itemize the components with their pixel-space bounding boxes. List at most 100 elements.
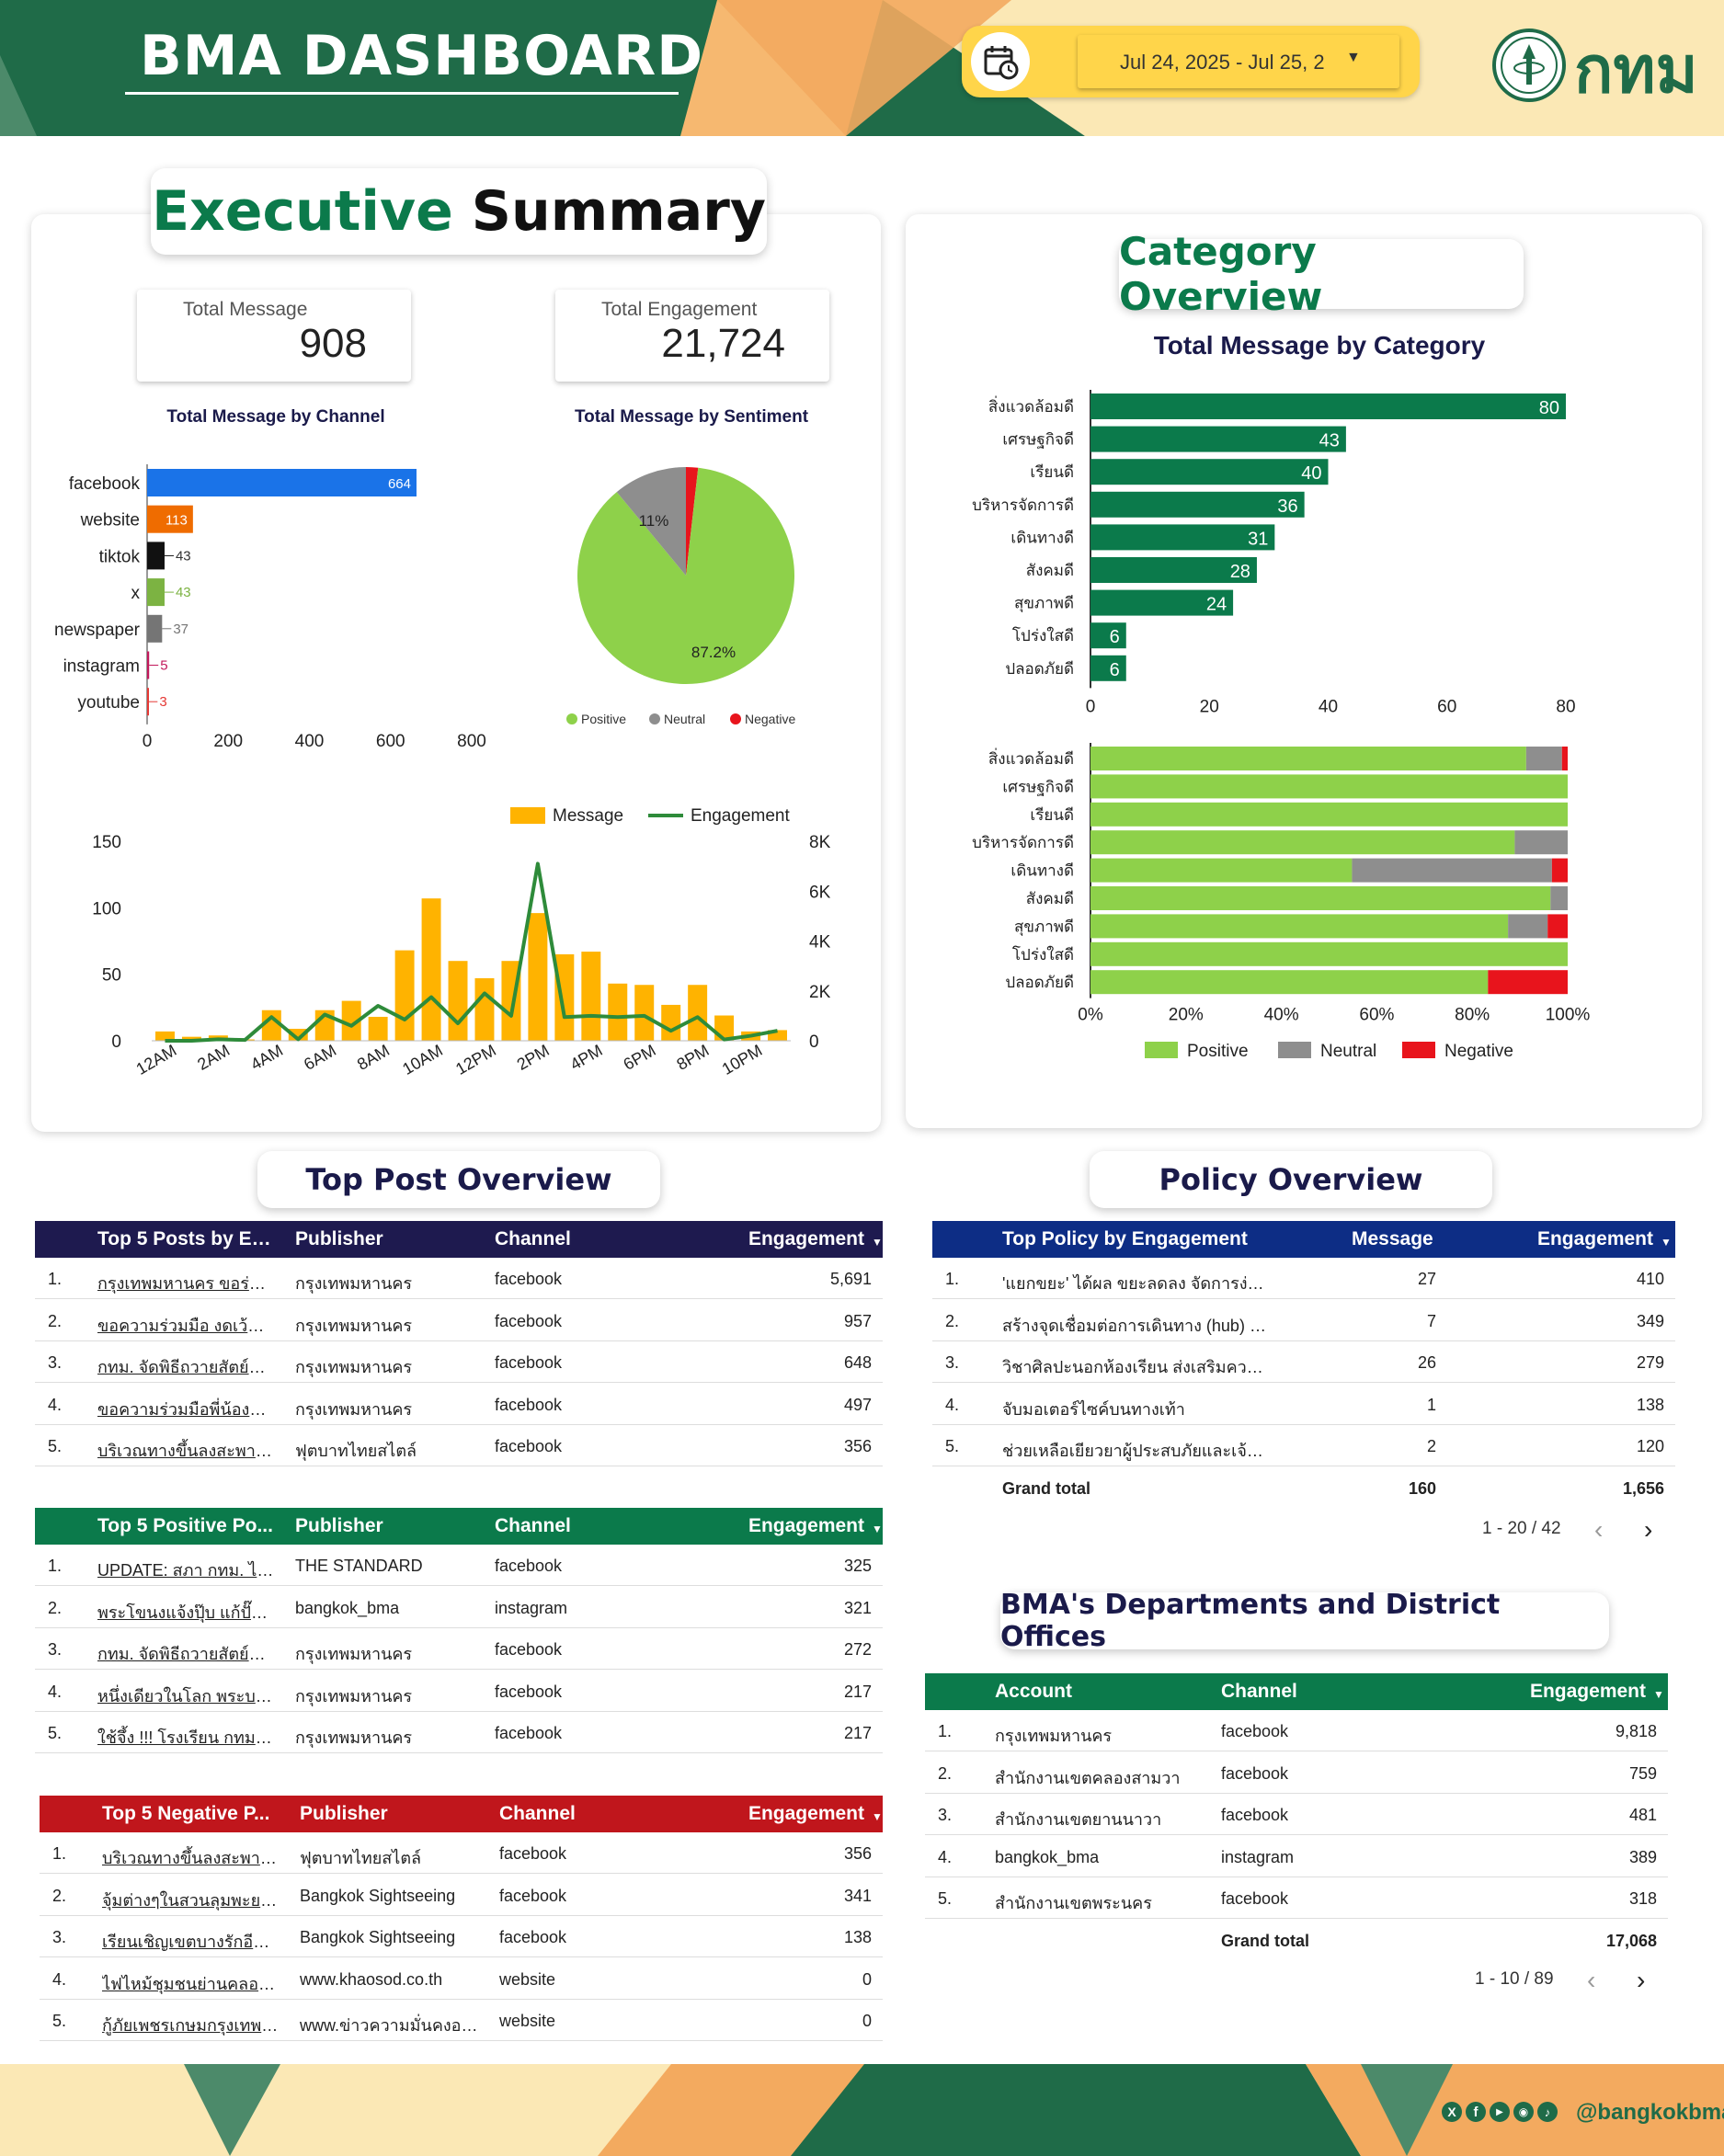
departments-pagination: 1 - 10 / 89 ‹ ›	[1475, 1966, 1679, 1997]
chevron-left-icon[interactable]: ‹	[1594, 1515, 1604, 1544]
date-range-dropdown[interactable]: Jul 24, 2025 - Jul 25, 2 ▼	[1078, 35, 1399, 88]
category-label: เรียนดี	[1030, 463, 1074, 481]
publisher-cell: กรุงเทพมหานคร	[295, 1274, 413, 1293]
chevron-right-icon[interactable]: ›	[1637, 1966, 1646, 1994]
tiktok-icon[interactable]: ♪	[1537, 2102, 1558, 2122]
x-tick-label: 10PM	[719, 1041, 766, 1078]
header-engagement[interactable]: Engagement ▼	[748, 1515, 883, 1536]
publisher-cell: กรุงเทพมหานคร	[295, 1728, 413, 1747]
top-policy-table: Top Policy by Engagement Message Engagemen…	[932, 1221, 1675, 1513]
header-engagement[interactable]: Engagement ▼	[1536, 1228, 1672, 1249]
legend-label: Neutral	[664, 712, 705, 726]
sort-desc-icon[interactable]: ▼	[1661, 1236, 1672, 1249]
facebook-icon[interactable]: f	[1466, 2102, 1486, 2122]
engagement-cell: 272	[843, 1640, 872, 1659]
legend-label-engagement: Engagement	[691, 806, 790, 826]
chevron-left-icon[interactable]: ‹	[1587, 1966, 1596, 1994]
account-cell: สำนักงานเขตคลองสามวา	[995, 1768, 1181, 1787]
caret-down-icon: ▼	[1346, 50, 1361, 65]
post-link[interactable]: ขอความร่วมมือ งดเว้นการ...	[97, 1316, 274, 1335]
post-link[interactable]: UPDATE: สภา กทม. ไฟเ...	[97, 1561, 274, 1580]
message-bar	[288, 1028, 308, 1041]
stacked-category-label: เรียนดี	[1030, 806, 1074, 824]
category-x-tick: 20	[1200, 697, 1219, 716]
header-channel[interactable]: Channel	[1221, 1681, 1297, 1702]
row-index: 5.	[938, 1889, 953, 1908]
stacked-x-tick: 40%	[1264, 1006, 1299, 1025]
post-link[interactable]: ใช้จึ้ง !!! โรงเรียน กทม. เป...	[97, 1728, 274, 1747]
stacked-category-label: โปร่งใสดี	[1012, 945, 1074, 964]
engagement-cell: 349	[1636, 1311, 1664, 1330]
post-link[interactable]: บริเวณทางขึ้นลงสะพานลอ...	[102, 1849, 279, 1867]
publisher-cell: www.khaosod.co.th	[300, 1969, 443, 1989]
category-value-label: 31	[1248, 529, 1268, 549]
header-policy[interactable]: Top Policy by Engagement	[1002, 1228, 1248, 1249]
header-channel[interactable]: Channel	[495, 1228, 571, 1249]
policy-cell: จับมอเตอร์ไซค์บนทางเท้า	[1002, 1399, 1185, 1419]
sort-desc-icon[interactable]: ▼	[1653, 1688, 1664, 1701]
channel-x-tick: 800	[457, 732, 486, 751]
table-row: 3. วิชาศิลปะนอกห้องเรียน ส่งเสริมความคิด …	[932, 1341, 1675, 1383]
stacked-segment-negative	[1488, 970, 1568, 995]
row-index: 5.	[48, 1724, 63, 1742]
header-post[interactable]: Top 5 Positive Po...	[97, 1515, 273, 1536]
x-tick-label: 6PM	[621, 1041, 659, 1074]
message-bar	[581, 952, 601, 1041]
post-link[interactable]: จุ้มต่างๆในสวนลุมพะยะมา...	[102, 1890, 279, 1910]
engagement-cell: 341	[843, 1886, 872, 1905]
stacked-category-label: เศรษฐกิจดี	[1002, 778, 1074, 796]
category-value-label: 24	[1206, 595, 1227, 615]
footer-handle[interactable]: @bangkokbma	[1576, 2100, 1724, 2125]
stacked-x-tick: 20%	[1169, 1006, 1204, 1025]
header-engagement[interactable]: Engagement ▼	[1529, 1681, 1664, 1702]
category-label: สิ่งแวดล้อมดี	[988, 395, 1074, 416]
engagement-line	[165, 861, 778, 1043]
post-link[interactable]: พระโขนงแจ้งปุ๊บ แก้ปั๊บ! ล...	[97, 1603, 274, 1622]
sort-desc-icon[interactable]: ▼	[872, 1523, 883, 1535]
channel-bar	[147, 469, 417, 496]
row-index: 4.	[48, 1682, 63, 1701]
stacked-segment-positive	[1090, 802, 1568, 827]
engagement-cell: 279	[1636, 1353, 1664, 1372]
post-link[interactable]: ขอความร่วมมือพี่น้องประ...	[97, 1399, 274, 1419]
header-publisher[interactable]: Publisher	[295, 1515, 383, 1536]
stacked-segment-positive	[1090, 858, 1353, 883]
message-bar	[368, 1016, 388, 1041]
row-index: 2.	[945, 1311, 960, 1330]
header-post[interactable]: Top 5 Negative P...	[102, 1803, 270, 1824]
header-channel[interactable]: Channel	[499, 1803, 576, 1824]
y-right-tick: 4K	[809, 933, 831, 953]
x-icon[interactable]: X	[1442, 2102, 1462, 2122]
header-channel[interactable]: Channel	[495, 1515, 571, 1536]
post-link[interactable]: กทม. จัดพิธีถวายสัตย์ปฏิ...	[97, 1645, 274, 1663]
post-link[interactable]: กู้ภัยเพชรเกษมกรุงเทพ ที่อ...	[102, 2016, 279, 2035]
grand-total-engagement: 1,656	[1622, 1478, 1664, 1498]
post-link[interactable]: บริเวณทางขึ้นลงสะพานลอ...	[97, 1442, 274, 1460]
engagement-cell: 0	[862, 2012, 872, 2030]
channel-bar	[147, 651, 150, 679]
category-bar	[1090, 655, 1126, 681]
chevron-right-icon[interactable]: ›	[1644, 1515, 1653, 1544]
youtube-icon[interactable]: ▶	[1490, 2102, 1510, 2122]
sort-desc-icon[interactable]: ▼	[872, 1236, 883, 1249]
instagram-icon[interactable]: ◉	[1513, 2102, 1534, 2122]
header-engagement[interactable]: Engagement ▼	[748, 1228, 883, 1249]
departments-table: Account Channel Engagement ▼ 1. กรุงเทพมหานคร…	[925, 1673, 1668, 1966]
header-engagement[interactable]: Engagement ▼	[748, 1803, 883, 1824]
date-range-control[interactable]: Jul 24, 2025 - Jul 25, 2 ▼	[962, 26, 1420, 97]
sort-desc-icon[interactable]: ▼	[872, 1810, 883, 1823]
post-link[interactable]: ไฟไหม้ชุมชนย่านคลองเตย...	[102, 1974, 279, 1993]
header-publisher[interactable]: Publisher	[295, 1228, 383, 1249]
channel-value-label: 3	[159, 694, 166, 710]
post-link[interactable]: หนึ่งเดียวในโลก พระบรมฯ...	[97, 1686, 274, 1705]
post-link[interactable]: กรุงเทพมหานคร ขอร่วมส่ง...	[97, 1274, 274, 1293]
header-account[interactable]: Account	[995, 1681, 1072, 1702]
header-publisher[interactable]: Publisher	[300, 1803, 388, 1824]
header-post[interactable]: Top 5 Posts by En...	[97, 1228, 277, 1249]
header-message[interactable]: Message	[1352, 1228, 1433, 1249]
post-link[interactable]: เรียนเชิญเขตบางรักอีกครั้ง...	[102, 1933, 279, 1951]
stacked-segment-positive	[1090, 830, 1515, 855]
message-cell: 1	[1426, 1395, 1436, 1414]
engagement-cell: 481	[1628, 1806, 1657, 1824]
post-link[interactable]: กทม. จัดพิธีถวายสัตย์ปฏิ...	[97, 1358, 274, 1376]
